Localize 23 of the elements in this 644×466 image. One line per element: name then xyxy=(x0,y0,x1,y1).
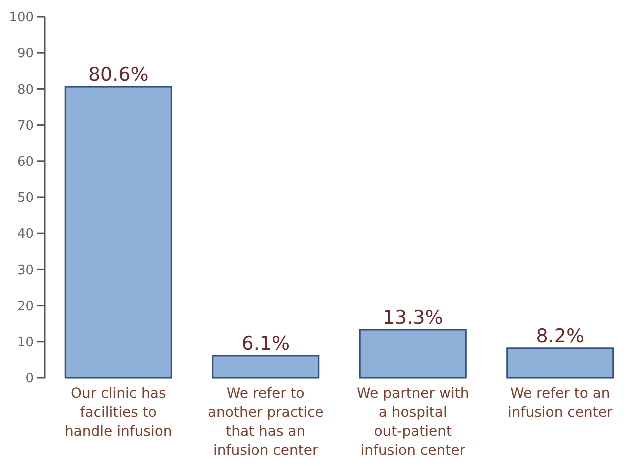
bar xyxy=(506,348,614,379)
x-tick-label: Our clinic has facilities to handle infusion xyxy=(64,386,172,440)
y-tick-label: 30 xyxy=(17,263,34,278)
data-label: 13.3% xyxy=(382,306,444,329)
bar xyxy=(359,329,467,379)
y-tick-label: 90 xyxy=(17,46,34,62)
y-tick-label: 60 xyxy=(17,154,34,170)
y-tick-label: 40 xyxy=(17,227,34,242)
data-label: 8.2% xyxy=(536,325,585,348)
data-label: 6.1% xyxy=(242,332,290,355)
data-label: 80.6% xyxy=(88,64,149,86)
x-tick-label: We refer to another practice that has an infusion center xyxy=(208,386,324,459)
bar xyxy=(212,355,320,379)
y-tick-label: 10 xyxy=(17,335,34,350)
x-tick-label: We partner with a hospital out-patient infusion center xyxy=(357,386,470,459)
y-tick-label: 100 xyxy=(9,10,34,26)
bar xyxy=(64,86,172,379)
y-tick-label: 0 xyxy=(26,372,34,387)
x-tick-label: We refer to an infusion center xyxy=(508,386,613,421)
y-tick-label: 80 xyxy=(17,82,34,98)
y-tick-label: 20 xyxy=(17,299,34,314)
y-tick-label: 70 xyxy=(17,118,34,134)
y-tick-label: 50 xyxy=(17,191,34,206)
